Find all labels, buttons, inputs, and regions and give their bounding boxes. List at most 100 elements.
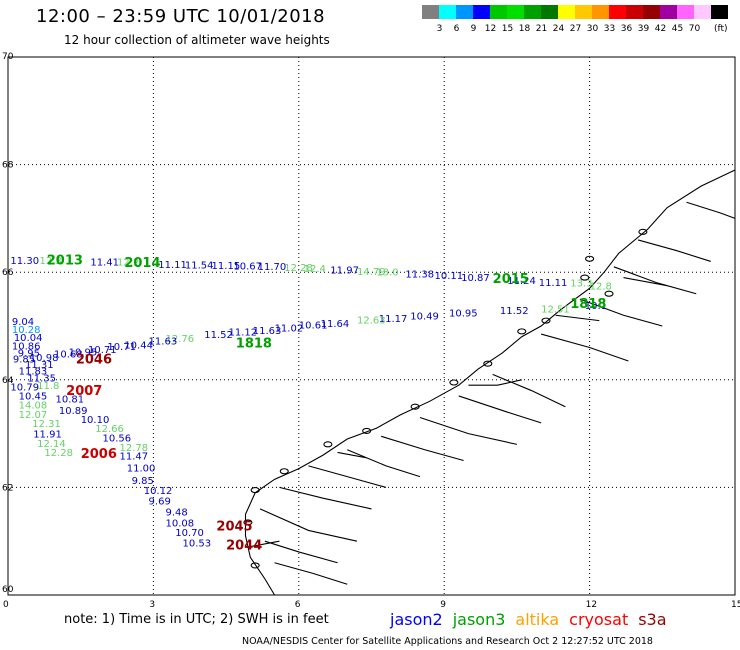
island [410, 403, 420, 410]
scale-label: 30 [586, 24, 599, 34]
scale-swatch [592, 5, 609, 19]
wave-height-value: 10.56 [103, 434, 132, 445]
wave-height-value: 12.8 [590, 281, 612, 292]
wave-height-value: 11.52 [204, 330, 233, 341]
scale-swatch [660, 5, 677, 19]
wave-height-value: 10.79 [10, 383, 39, 394]
pass-time-label: 2044 [226, 538, 262, 553]
wave-height-value: 10.44 [124, 341, 153, 352]
coast-segment [686, 201, 736, 219]
wave-height-value: 9.69 [149, 497, 171, 508]
scale-swatch [694, 5, 711, 19]
island [580, 274, 590, 281]
wave-height-value: 11.30 [10, 256, 39, 267]
wave-height-value: 11.02 [275, 323, 304, 334]
wave-height-value: 9.85 [13, 355, 35, 366]
island [604, 290, 614, 297]
map-border [7, 56, 736, 596]
map-frame [7, 56, 736, 596]
lat-label: 60 [2, 585, 14, 595]
scale-swatch [473, 5, 490, 19]
wave-height-value: 12.51 [541, 305, 570, 316]
wave-height-value: 11.11 [158, 260, 187, 271]
coast-segment [468, 379, 522, 386]
wave-height-value: 11.54 [185, 260, 214, 271]
scale-swatch [677, 5, 694, 19]
lat-label: 68 [2, 161, 14, 171]
wave-height-value: 11.15 [212, 261, 241, 272]
pass-time-label: 2045 [216, 519, 252, 534]
wave-height-value: 10.89 [59, 406, 88, 417]
scale-swatch [643, 5, 660, 19]
wave-height-value: 12.4 [304, 264, 326, 275]
coast-segment [623, 277, 668, 287]
pass-time-label: 2014 [124, 256, 160, 271]
scale-label: 9 [470, 24, 477, 34]
scale-swatch [490, 5, 507, 19]
coast-segment [250, 540, 280, 548]
coast-segment [540, 333, 629, 362]
wave-height-value: 12.14 [37, 439, 66, 450]
scale-label: 21 [535, 24, 548, 34]
wave-height-value: 10.53 [182, 539, 211, 550]
island [362, 427, 372, 434]
scale-label: 42 [654, 24, 667, 34]
scale-label: 6 [453, 24, 460, 34]
wave-height-value: 11.38 [405, 270, 434, 281]
wave-height-value: 11.70 [258, 262, 287, 273]
coast-segment [579, 298, 663, 327]
scale-swatch [711, 5, 728, 19]
pass-time-label: 2046 [76, 353, 112, 368]
wave-height-value: 11.17 [379, 314, 408, 325]
coast-segment [259, 508, 358, 542]
wave-height-value: 11.63 [149, 336, 178, 347]
scale-unit: (ft) [714, 24, 728, 34]
wave-height-value: 12.2 [117, 258, 139, 269]
wave-height-value: 11.63 [253, 326, 282, 337]
wave-height-value: 9.95 [18, 349, 40, 360]
wave-height-value: 10.86 [12, 342, 41, 353]
wave-height-value: 10.49 [410, 312, 439, 323]
page-title: 12:00 – 23:59 UTC 10/01/2018 [36, 6, 326, 27]
lon-label: 12 [586, 600, 597, 610]
wave-height-value: 10.12 [144, 486, 173, 497]
coast-segment [264, 540, 338, 564]
scale-label: 24 [552, 24, 565, 34]
wave-height-value: 11.31 [25, 360, 54, 371]
wave-height-value: 11.83 [19, 366, 48, 377]
page-subtitle: 12 hour collection of altimeter wave hei… [64, 33, 330, 47]
wave-height-value: 10.10 [81, 415, 110, 426]
wave-height-value: 10.28 [12, 325, 41, 336]
coast-segment [555, 314, 600, 322]
scale-swatch [541, 5, 558, 19]
wave-height-value: 10.98 [30, 353, 59, 364]
wave-height-value: 11.41 [90, 258, 119, 269]
pass-time-label: 1818 [570, 297, 606, 312]
scale-label: 36 [620, 24, 633, 34]
lon-label: 3 [149, 600, 155, 610]
wave-height-value: 11.47 [119, 451, 148, 462]
wave-height-value: 10.67 [233, 262, 262, 273]
wave-height-value: 13.3 [570, 279, 592, 290]
scale-swatch [507, 5, 524, 19]
wave-height-value: 14.08 [19, 400, 48, 411]
island [517, 328, 527, 335]
scale-swatch [575, 5, 592, 19]
wave-height-value: 11.91 [33, 429, 62, 440]
coast-segment [381, 435, 464, 462]
wave-height-value: 12.76 [166, 334, 195, 345]
island [250, 487, 260, 494]
wave-height-value: 11.24 [507, 276, 536, 287]
wave-height-value: 10.08 [166, 519, 195, 530]
wave-height-value: 10.1 [585, 301, 607, 312]
norway-coastline [243, 169, 736, 596]
footer-note: note: 1) Time is in UTC; 2) SWH is in fe… [64, 612, 329, 627]
scale-label: 18 [518, 24, 531, 34]
coast-segment [337, 451, 367, 459]
lon-label: 15 [731, 600, 740, 610]
wave-height-value: 10.61 [299, 321, 328, 332]
scale-swatch [439, 5, 456, 19]
wave-height-value: 12.66 [95, 424, 124, 435]
scale-swatch [626, 5, 643, 19]
